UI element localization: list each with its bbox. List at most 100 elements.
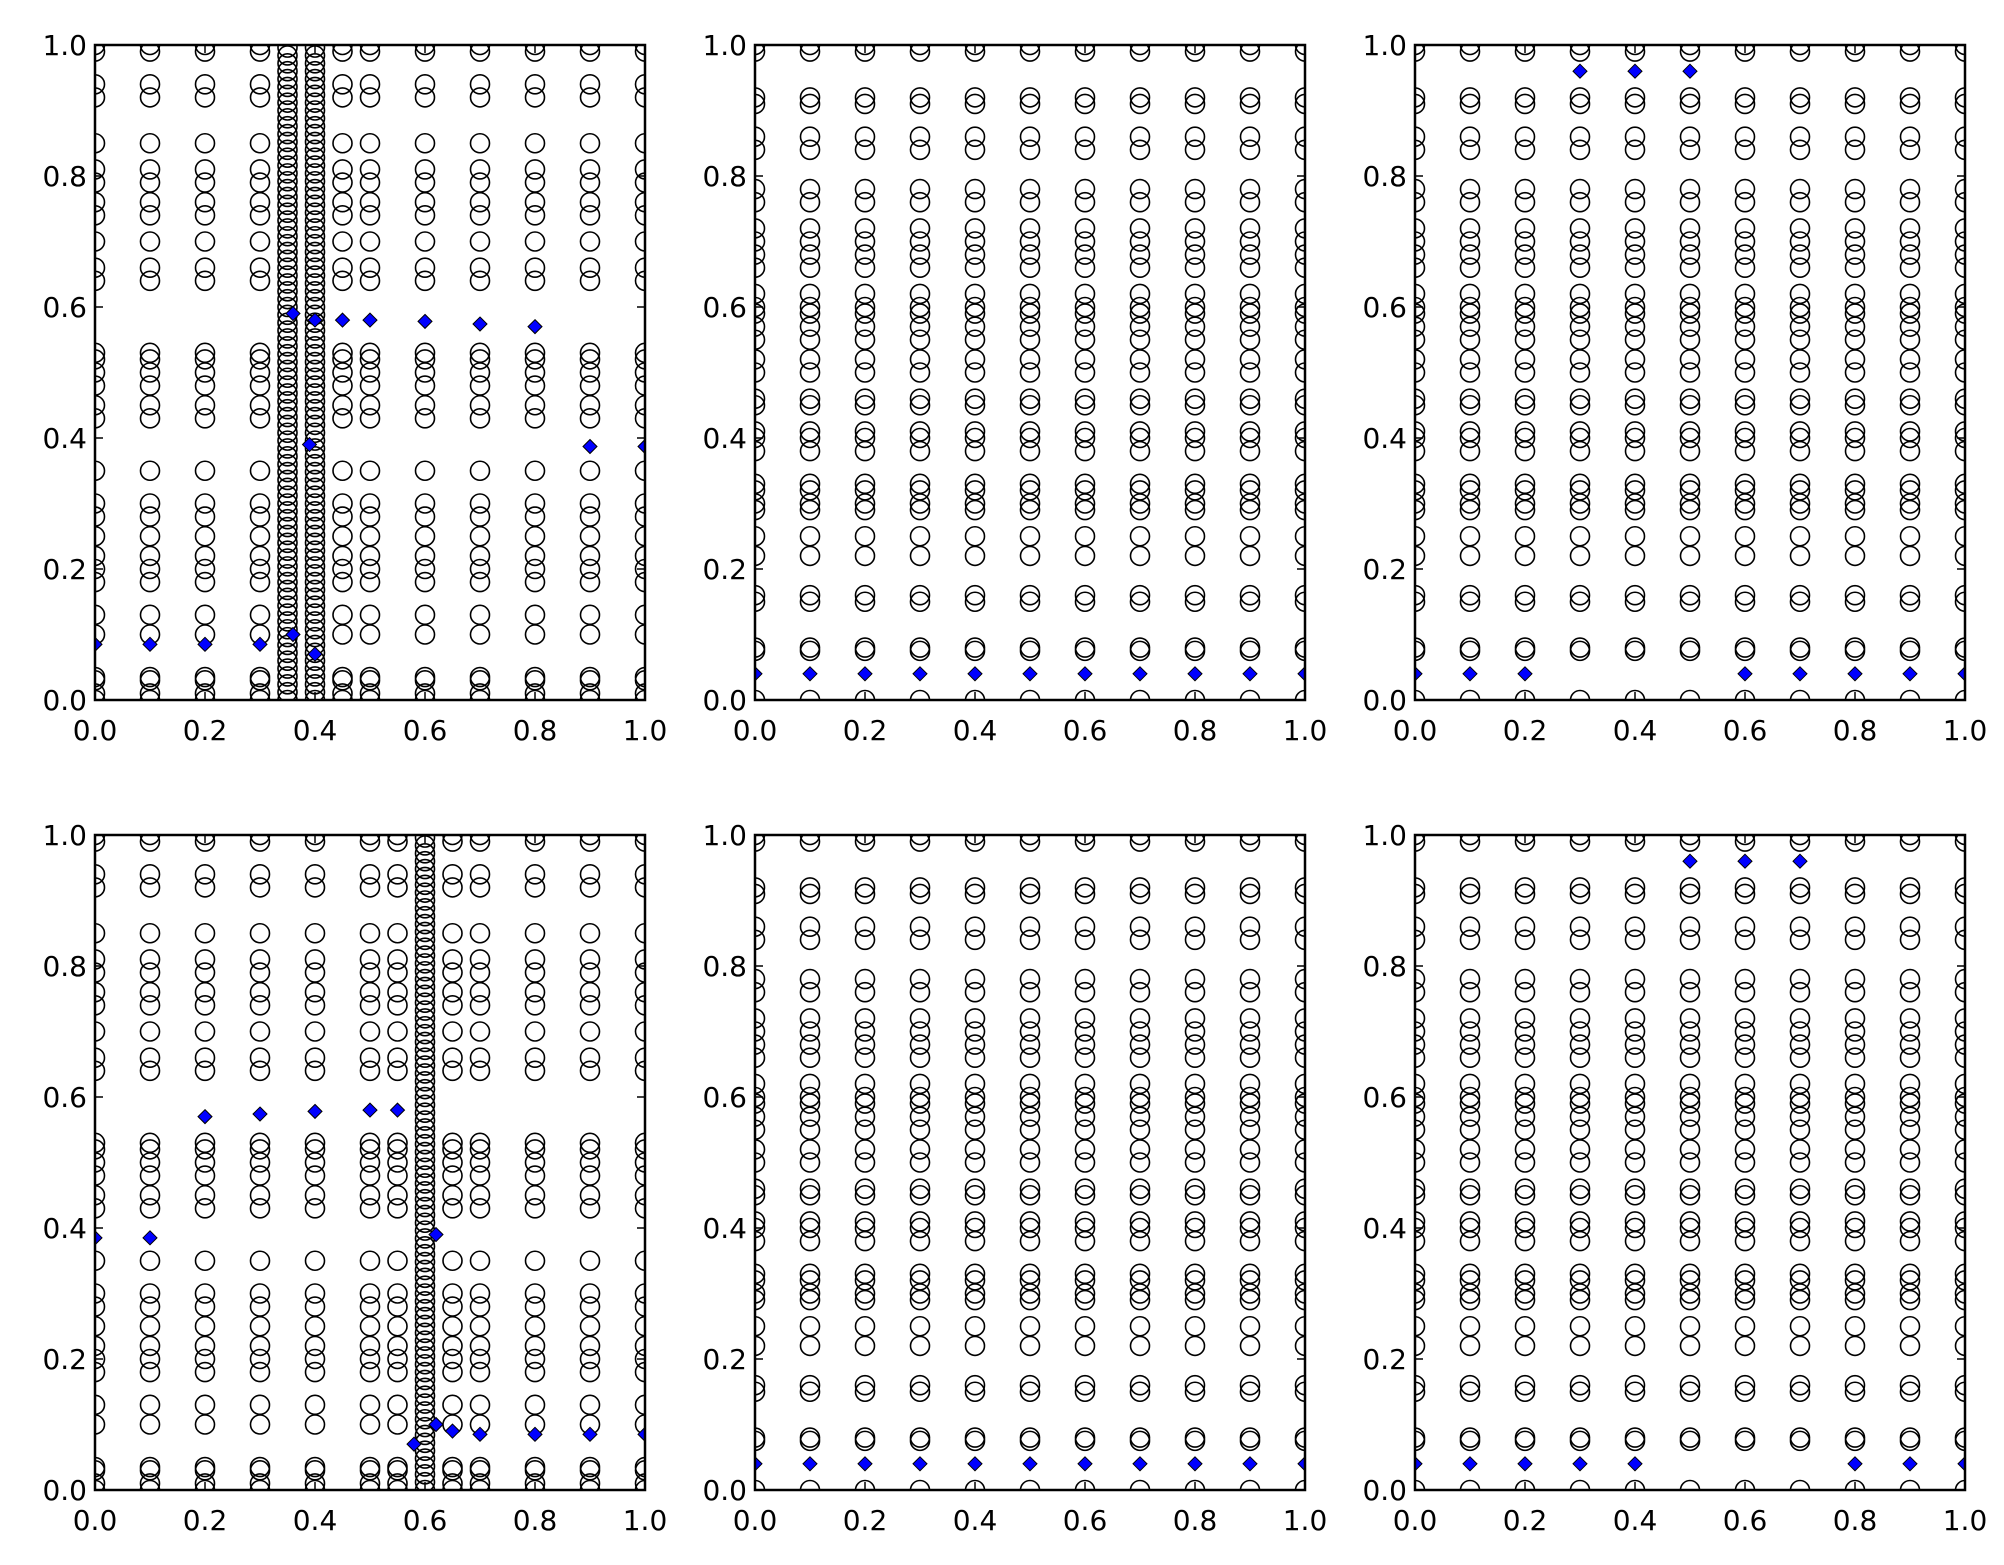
data-point-circle xyxy=(1844,296,1866,318)
data-point-circle xyxy=(524,1060,546,1082)
data-point-circle xyxy=(1679,1381,1701,1403)
data-point-circle xyxy=(1074,427,1096,449)
data-point-circle xyxy=(799,45,821,62)
data-point-circle xyxy=(1569,1119,1591,1141)
data-point-circle xyxy=(1954,1427,1965,1448)
data-point-circle xyxy=(1129,1211,1151,1232)
data-point-circle xyxy=(139,349,161,370)
data-point-circle xyxy=(1239,1270,1261,1291)
data-point-circle xyxy=(1844,45,1866,56)
data-point-circle xyxy=(1129,394,1151,416)
data-point-circle xyxy=(1239,283,1261,305)
data-point-circle xyxy=(1074,1178,1096,1199)
x-tick-label: 0.4 xyxy=(293,1504,338,1537)
y-tick-label: 0.2 xyxy=(42,1343,87,1376)
data-point-diamond xyxy=(1187,666,1203,682)
data-point-circle xyxy=(277,548,298,569)
data-point-circle xyxy=(359,493,381,514)
data-point-circle xyxy=(194,132,216,154)
data-point-circle xyxy=(1459,178,1481,200)
data-point-circle xyxy=(469,1456,491,1478)
data-point-circle xyxy=(1569,591,1591,613)
data-point-circle xyxy=(1129,87,1151,108)
data-point-circle xyxy=(909,427,931,449)
data-point-diamond xyxy=(1462,666,1478,682)
data-point-circle xyxy=(1239,1211,1261,1232)
data-point-circle xyxy=(194,1394,216,1416)
data-point-circle xyxy=(95,74,106,95)
data-point-circle xyxy=(1679,981,1701,1003)
data-point-circle xyxy=(1899,968,1921,990)
data-point-circle xyxy=(414,1118,436,1139)
data-point-circle xyxy=(304,375,326,396)
data-point-circle xyxy=(359,1473,381,1490)
data-point-circle xyxy=(1899,1184,1921,1206)
data-point-circle xyxy=(1624,178,1646,200)
data-point-circle xyxy=(909,1315,931,1337)
data-point-circle xyxy=(1074,388,1096,410)
data-point-diamond xyxy=(1132,1456,1148,1472)
data-point-circle xyxy=(854,591,876,613)
data-point-circle xyxy=(799,394,821,416)
data-point-circle xyxy=(1679,1217,1701,1239)
data-point-circle xyxy=(359,1394,381,1416)
data-point-circle xyxy=(304,477,326,499)
data-point-circle xyxy=(332,45,353,56)
data-point-circle xyxy=(359,1060,381,1082)
data-point-circle xyxy=(442,1361,463,1383)
y-tick-label: 0.4 xyxy=(702,422,747,455)
data-point-circle xyxy=(1184,126,1206,147)
data-point-circle xyxy=(1899,835,1921,852)
data-point-circle xyxy=(332,666,353,688)
data-point-circle xyxy=(1239,1021,1261,1042)
data-point-circle xyxy=(304,438,326,459)
data-point-circle xyxy=(277,92,298,113)
data-point-circle xyxy=(1734,87,1756,108)
data-point-circle xyxy=(414,558,436,580)
data-point-circle xyxy=(332,506,353,527)
data-point-circle xyxy=(1789,244,1811,265)
data-point-circle xyxy=(1415,126,1426,147)
data-point-circle xyxy=(1294,139,1305,161)
data-point-diamond xyxy=(1517,1456,1533,1472)
data-point-circle xyxy=(139,375,161,396)
data-point-circle xyxy=(1074,139,1096,161)
data-point-circle xyxy=(469,45,491,56)
data-point-circle xyxy=(304,288,326,310)
data-point-circle xyxy=(1239,1479,1261,1490)
data-point-diamond xyxy=(857,1456,873,1472)
data-point-circle xyxy=(1569,1021,1591,1042)
data-point-circle xyxy=(1734,1381,1756,1403)
data-point-diamond xyxy=(857,666,873,682)
data-point-circle xyxy=(1184,689,1206,700)
data-point-circle xyxy=(1459,244,1481,265)
data-point-circle xyxy=(755,1335,766,1357)
x-tick-label: 0.8 xyxy=(1833,714,1878,747)
data-point-circle xyxy=(1899,1034,1921,1055)
data-point-circle xyxy=(469,949,491,970)
data-point-circle xyxy=(139,132,161,154)
data-point-circle xyxy=(304,1198,326,1219)
data-point-circle xyxy=(1129,257,1151,279)
data-point-circle xyxy=(799,689,821,700)
data-point-circle xyxy=(414,1173,436,1194)
data-point-circle xyxy=(304,1296,326,1317)
data-point-circle xyxy=(1844,191,1866,213)
data-point-circle xyxy=(1899,1374,1921,1396)
data-point-circle xyxy=(755,231,766,252)
data-point-circle xyxy=(909,244,931,265)
data-point-circle xyxy=(1074,916,1096,938)
data-point-circle xyxy=(1954,1093,1965,1114)
data-point-circle xyxy=(1239,388,1261,410)
data-point-circle xyxy=(332,172,353,193)
data-point-circle xyxy=(1415,1211,1426,1232)
data-point-circle xyxy=(579,506,601,527)
data-point-circle xyxy=(755,1230,766,1252)
data-point-circle xyxy=(1789,329,1811,351)
data-point-circle xyxy=(1734,1086,1756,1108)
data-point-circle xyxy=(332,342,353,364)
data-point-circle xyxy=(1514,883,1536,905)
data-point-circle xyxy=(194,460,216,482)
data-point-circle xyxy=(387,863,408,885)
data-point-circle xyxy=(1239,1381,1261,1403)
